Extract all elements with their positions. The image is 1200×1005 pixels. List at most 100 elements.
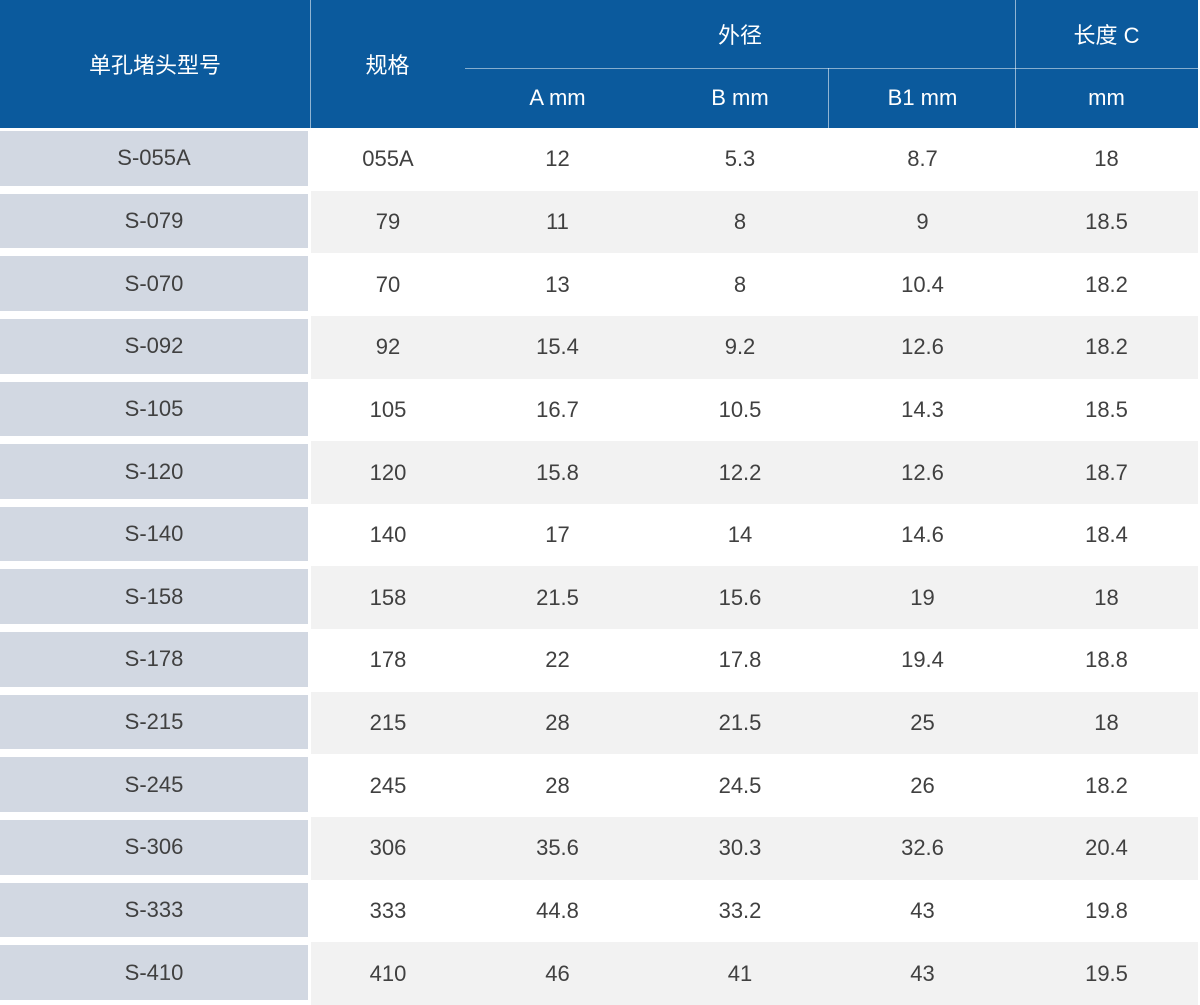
table-row: S-410 410 46 41 43 19.5 — [0, 942, 1198, 1005]
table-row: S-178 178 22 17.8 19.4 18.8 — [0, 629, 1198, 692]
header-divider-b1-length — [1015, 0, 1016, 128]
model-cell: S-178 — [0, 632, 308, 687]
row-band: 333 44.8 33.2 43 19.8 — [311, 879, 1198, 943]
length-c-cell: 18.4 — [1085, 522, 1128, 548]
b-mm-cell: 15.6 — [718, 584, 762, 610]
model-cell: S-410 — [0, 945, 308, 1000]
spec-cell: 140 — [369, 522, 407, 548]
model-cell: S-158 — [0, 569, 308, 625]
a-mm-cell: 12 — [545, 146, 570, 172]
header-b1-mm: B1 mm — [887, 85, 958, 110]
spec-cell: 215 — [369, 710, 407, 736]
length-c-cell: 18 — [1094, 584, 1119, 610]
length-c-cell: 18.2 — [1085, 334, 1128, 360]
spec-cell: 70 — [375, 271, 401, 297]
length-c-cell: 18.5 — [1085, 208, 1128, 234]
row-band: 120 15.8 12.2 12.6 18.7 — [311, 441, 1198, 504]
b1-mm-cell: 12.6 — [901, 334, 944, 360]
b-mm-cell: 21.5 — [718, 710, 762, 736]
a-mm-cell: 16.7 — [536, 396, 579, 422]
header-spec-column: 规格 — [365, 53, 410, 78]
b1-mm-cell: 9 — [916, 208, 929, 234]
table-body: S-055A 055A 12 5.3 8.7 18 S-079 79 11 8 … — [0, 128, 1198, 1005]
a-mm-cell: 15.4 — [536, 334, 579, 360]
model-cell: S-245 — [0, 757, 308, 813]
b1-mm-cell: 32.6 — [901, 835, 944, 861]
length-c-cell: 18.7 — [1085, 459, 1128, 485]
b-mm-cell: 17.8 — [718, 647, 762, 673]
a-mm-cell: 28 — [545, 772, 570, 798]
b1-mm-cell: 19.4 — [901, 647, 944, 673]
spec-cell: 410 — [369, 960, 407, 986]
length-c-cell: 20.4 — [1085, 835, 1128, 861]
header-divider-model-spec — [310, 0, 311, 128]
model-cell: S-333 — [0, 882, 308, 938]
b1-mm-cell: 19 — [910, 584, 935, 610]
model-cell: S-120 — [0, 444, 308, 499]
row-band: 92 15.4 9.2 12.6 18.2 — [311, 315, 1198, 379]
b1-mm-cell: 10.4 — [901, 271, 944, 297]
b-mm-cell: 24.5 — [718, 772, 762, 798]
length-c-cell: 18.8 — [1085, 647, 1128, 673]
table-row: S-092 92 15.4 9.2 12.6 18.2 — [0, 315, 1198, 379]
model-cell: S-092 — [0, 318, 308, 374]
row-band: 140 17 14 14.6 18.4 — [311, 503, 1198, 567]
b-mm-cell: 41 — [727, 960, 753, 986]
a-mm-cell: 28 — [545, 710, 570, 736]
b1-mm-cell: 25 — [910, 710, 935, 736]
b1-mm-cell: 8.7 — [907, 146, 938, 172]
length-c-cell: 18.2 — [1085, 271, 1128, 297]
header-divider-b-b1 — [828, 68, 829, 128]
spec-cell: 79 — [375, 208, 401, 234]
b1-mm-cell: 14.6 — [901, 522, 944, 548]
a-mm-cell: 21.5 — [536, 584, 579, 610]
table-row: S-120 120 15.8 12.2 12.6 18.7 — [0, 441, 1198, 504]
header-b-mm: B mm — [711, 85, 769, 110]
table-row: S-070 70 13 8 10.4 18.2 — [0, 253, 1198, 316]
b1-mm-cell: 14.3 — [901, 396, 944, 422]
table-row: S-055A 055A 12 5.3 8.7 18 — [0, 128, 1198, 191]
b-mm-cell: 30.3 — [718, 835, 762, 861]
b-mm-cell: 9.2 — [724, 334, 756, 360]
table-row: S-140 140 17 14 14.6 18.4 — [0, 503, 1198, 567]
length-c-cell: 18 — [1094, 146, 1119, 172]
b-mm-cell: 5.3 — [724, 146, 756, 172]
model-cell: S-055A — [0, 131, 308, 186]
model-cell: S-215 — [0, 694, 308, 750]
header-length-c-unit: mm — [1088, 85, 1125, 110]
model-cell: S-306 — [0, 820, 308, 875]
length-c-cell: 18.2 — [1085, 772, 1128, 798]
row-band: 178 22 17.8 19.4 18.8 — [311, 629, 1198, 692]
spec-cell: 92 — [375, 334, 401, 360]
a-mm-cell: 17 — [545, 522, 570, 548]
b1-mm-cell: 12.6 — [901, 459, 944, 485]
b-mm-cell: 8 — [733, 271, 747, 297]
row-band: 306 35.6 30.3 32.6 20.4 — [311, 817, 1198, 880]
length-c-cell: 18.5 — [1085, 396, 1128, 422]
a-mm-cell: 11 — [546, 208, 569, 234]
row-band: 410 46 41 43 19.5 — [311, 942, 1198, 1005]
header-model-column: 单孔堵头型号 — [88, 53, 221, 78]
header-divider-group-sub — [465, 68, 1198, 69]
spec-cell: 178 — [369, 647, 407, 673]
model-cell: S-140 — [0, 506, 308, 562]
row-band: 055A 12 5.3 8.7 18 — [311, 128, 1198, 191]
spec-cell: 105 — [369, 396, 407, 422]
row-band: 158 21.5 15.6 19 18 — [311, 566, 1198, 630]
table-header: 单孔堵头型号 规格 外径 长度 C A mm B mm B1 mm mm — [0, 0, 1198, 128]
b-mm-cell: 8 — [733, 208, 747, 234]
header-outer-diameter-group: 外径 — [717, 23, 762, 48]
b1-mm-cell: 43 — [910, 898, 935, 923]
b-mm-cell: 33.2 — [718, 898, 762, 923]
row-band: 79 11 8 9 18.5 — [311, 190, 1198, 254]
table-row: S-333 333 44.8 33.2 43 19.8 — [0, 879, 1198, 943]
spec-cell: 055A — [362, 146, 414, 172]
a-mm-cell: 44.8 — [536, 898, 579, 923]
model-cell: S-105 — [0, 381, 308, 437]
spec-cell: 333 — [369, 898, 407, 923]
model-cell: S-070 — [0, 256, 308, 311]
spec-cell: 120 — [369, 459, 407, 485]
a-mm-cell: 15.8 — [536, 459, 579, 485]
table-row: S-079 79 11 8 9 18.5 — [0, 190, 1198, 254]
